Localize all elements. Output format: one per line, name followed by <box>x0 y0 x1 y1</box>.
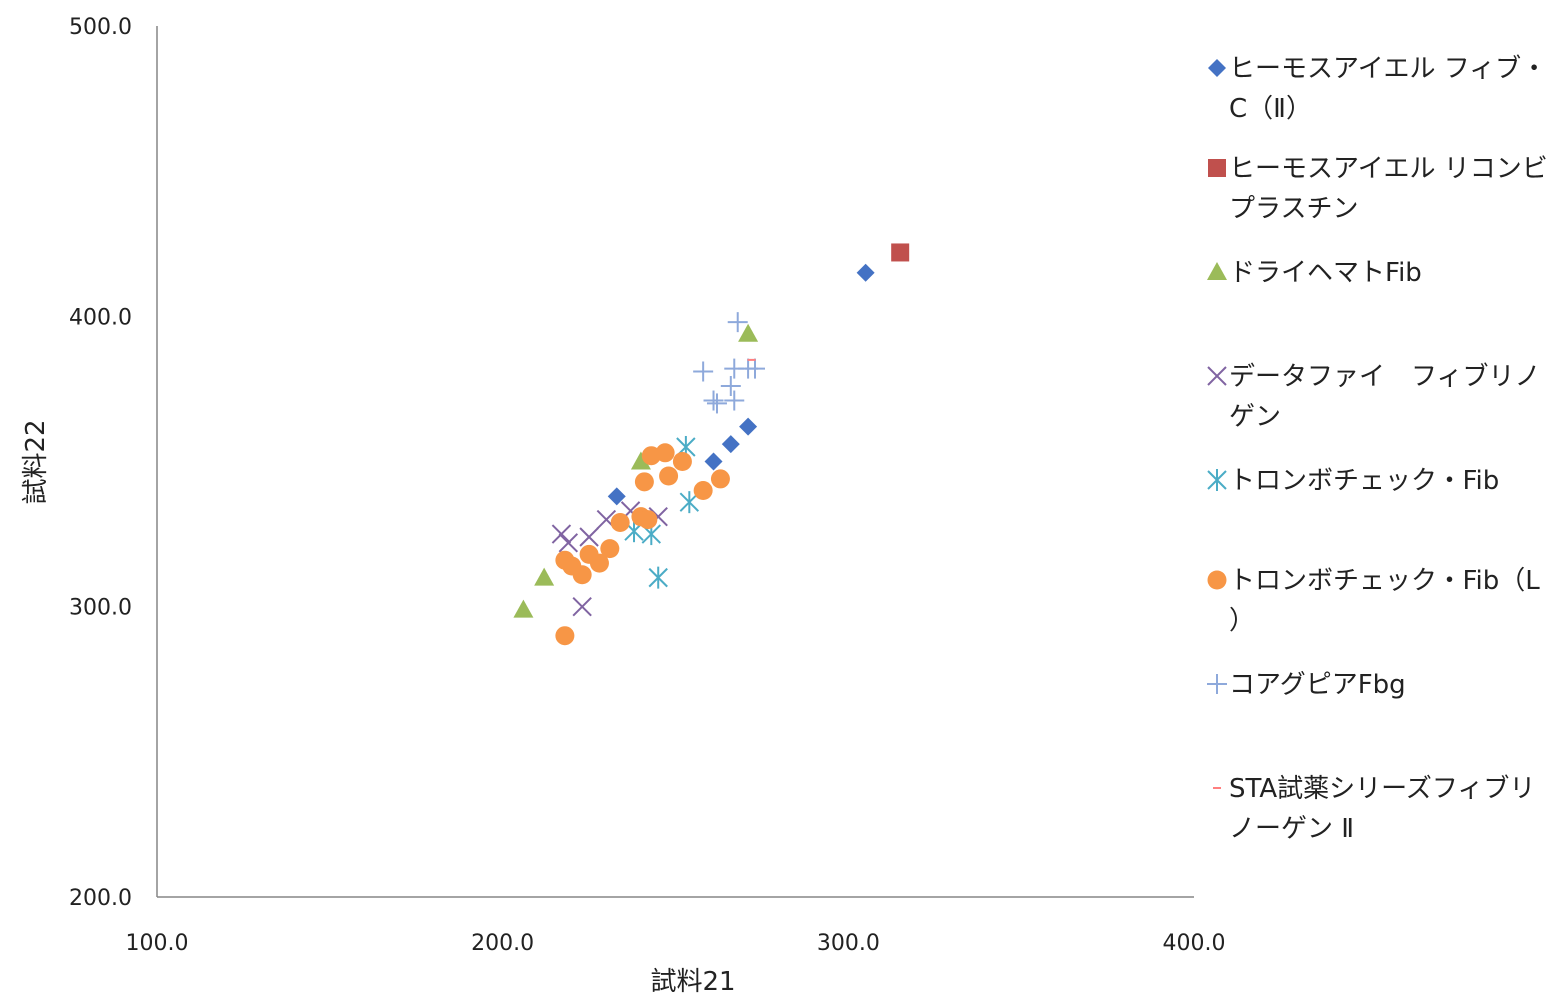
legend-label: トロンボチェック・Fib <box>1229 466 1499 496</box>
legend-item: データファイ フィブリノゲン <box>1207 362 1540 432</box>
data-point <box>672 452 692 471</box>
data-point <box>891 243 910 262</box>
legend-item: STA試薬シリーズフィブリノーゲン Ⅱ <box>1213 774 1535 844</box>
data-point <box>739 417 758 436</box>
series-7-points <box>693 312 766 414</box>
data-point <box>703 390 724 411</box>
data-point <box>738 323 759 342</box>
series-6-points <box>555 443 730 646</box>
data-point <box>572 565 592 585</box>
data-point <box>720 376 741 397</box>
data-point <box>534 567 555 586</box>
legend-item: ヒーモスアイエル リコンビプラスチン <box>1208 154 1548 224</box>
data-point <box>630 451 651 470</box>
series-2-points <box>891 243 910 262</box>
x-tick-label: 300.0 <box>817 931 880 956</box>
x-tick-label: 100.0 <box>126 931 189 956</box>
legend-item: コアグピアFbg <box>1207 670 1406 700</box>
data-point <box>659 466 679 486</box>
legend-marker <box>1207 469 1227 491</box>
legend-item: トロンボチェック・Fib（L） <box>1207 566 1540 636</box>
legend-label: データファイ フィブリノゲン <box>1229 362 1540 432</box>
data-point <box>706 393 727 414</box>
data-point <box>704 452 723 471</box>
data-point <box>579 527 599 547</box>
legend-marker <box>1207 570 1227 590</box>
legend-label: トロンボチェック・Fib（L） <box>1229 566 1540 636</box>
legend-marker <box>1207 366 1227 386</box>
data-point <box>693 481 713 501</box>
legend-item: トロンボチェック・Fib <box>1207 466 1499 496</box>
data-point <box>600 539 620 559</box>
legend-item: ドライヘマトFib <box>1207 258 1422 288</box>
y-tick-label: 400.0 <box>69 305 132 330</box>
data-point <box>724 390 745 411</box>
series-3-points <box>513 323 759 618</box>
series-1-points <box>607 263 875 506</box>
data-point <box>693 361 714 382</box>
data-point <box>572 596 592 617</box>
legend-marker <box>1208 159 1226 177</box>
data-point <box>638 510 658 530</box>
legend-label: ドライヘマトFib <box>1229 258 1422 288</box>
data-point <box>727 312 748 333</box>
legend-label: STA試薬シリーズフィブリノーゲン Ⅱ <box>1229 774 1535 844</box>
data-point <box>721 435 740 454</box>
y-axis-title: 試料22 <box>21 419 51 504</box>
data-point <box>655 443 675 463</box>
legend-marker <box>1207 262 1227 280</box>
x-tick-label: 200.0 <box>471 931 534 956</box>
legend-label: ヒーモスアイエル リコンビプラスチン <box>1229 154 1548 224</box>
data-point <box>555 626 575 646</box>
legend-label: コアグピアFbg <box>1229 670 1406 700</box>
legend-label: ヒーモスアイエル フィブ・ C（Ⅱ） <box>1229 54 1547 124</box>
data-point <box>607 487 626 506</box>
legend-item: ヒーモスアイエル フィブ・ C（Ⅱ） <box>1208 54 1547 124</box>
data-point <box>679 491 700 514</box>
axis-ticks: 100.0 200.0 300.0 400.0 200.0 300.0 400.0 500.0 <box>69 15 1225 956</box>
data-point <box>610 512 630 532</box>
chart-legend: ヒーモスアイエル フィブ・ C（Ⅱ） ヒーモスアイエル リコンビプラスチンドライヘマ… <box>1207 54 1548 844</box>
data-point <box>634 472 654 492</box>
y-tick-label: 200.0 <box>69 886 132 911</box>
data-point <box>648 566 668 589</box>
data-point <box>513 599 534 618</box>
y-tick-label: 500.0 <box>69 15 132 40</box>
data-point <box>856 263 875 282</box>
x-tick-label: 400.0 <box>1163 931 1226 956</box>
x-axis-title: 試料21 <box>650 967 735 997</box>
data-point <box>710 469 730 489</box>
y-tick-label: 300.0 <box>69 596 132 621</box>
data-point <box>551 524 572 544</box>
data-point <box>745 358 766 379</box>
legend-marker <box>1207 674 1227 694</box>
chart-axes <box>156 26 1194 898</box>
data-point <box>589 553 609 573</box>
data-point <box>558 533 579 553</box>
legend-marker <box>1208 59 1226 77</box>
data-points <box>513 243 910 646</box>
